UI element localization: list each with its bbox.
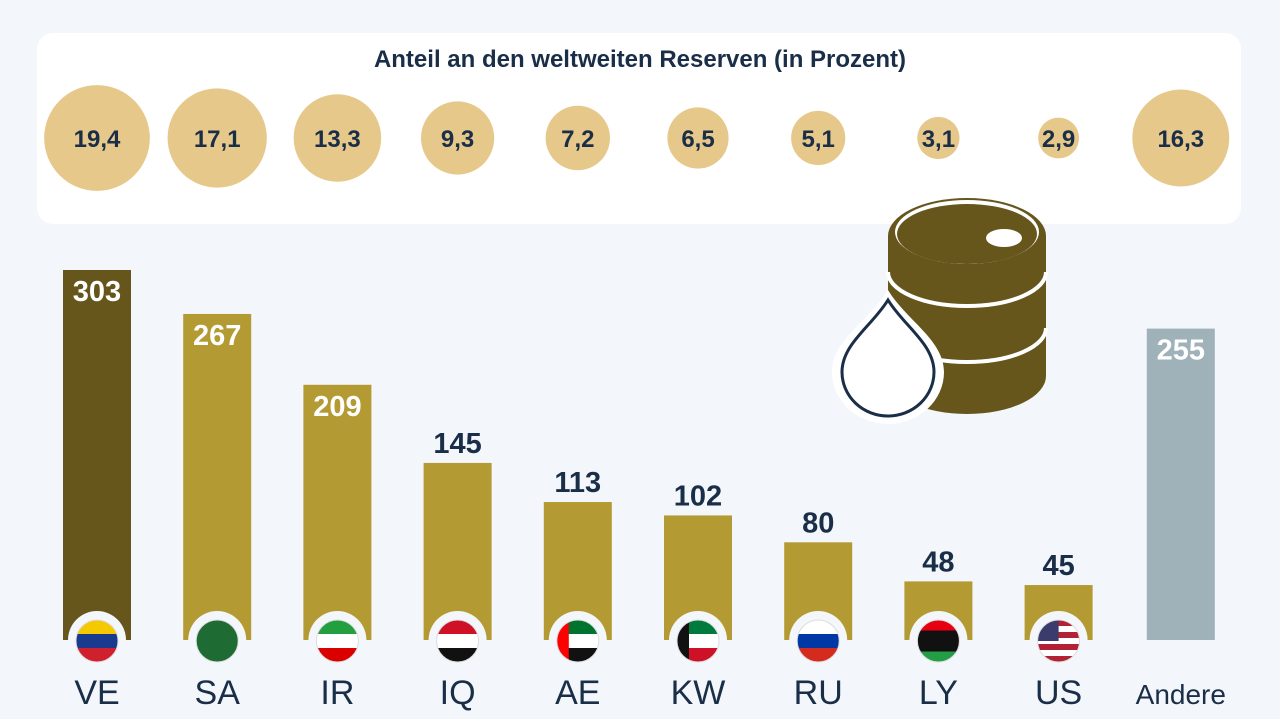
share-bubble-kw (667, 107, 729, 169)
value-label-ly: 48 (922, 546, 954, 578)
share-bubble-ly (917, 116, 960, 160)
value-label-ve: 303 (73, 276, 121, 308)
value-label-ir: 209 (313, 391, 361, 423)
category-label-andere: Andere (1136, 679, 1226, 710)
flag-sa-icon (195, 619, 239, 663)
share-bubble-iq (421, 101, 495, 175)
flag-ae-icon (556, 619, 600, 663)
share-label-iq: 9,3 (441, 126, 474, 153)
share-label-ae: 7,2 (561, 126, 594, 153)
value-label-ae: 113 (554, 467, 601, 499)
share-label-us: 2,9 (1042, 126, 1075, 153)
bar-ir (303, 384, 372, 640)
share-label-kw: 6,5 (681, 126, 714, 153)
category-label-kw: KW (671, 674, 726, 712)
category-label-ve: VE (74, 674, 119, 712)
flag-us-icon (1037, 619, 1081, 663)
share-bubble-ir (293, 94, 382, 182)
flag-kw-icon (676, 619, 720, 663)
share-label-ve: 19,4 (74, 126, 121, 153)
share-bubble-ve (44, 85, 150, 191)
value-label-ru: 80 (802, 507, 834, 539)
category-label-sa: SA (195, 674, 241, 712)
flag-ve-icon (75, 619, 119, 663)
flag-iq-icon (436, 619, 480, 663)
share-bubble-ae (545, 105, 610, 171)
share-bubble-us (1038, 117, 1080, 159)
share-bubble-andere (1132, 89, 1230, 187)
category-label-iq: IQ (440, 674, 476, 712)
share-label-andere: 16,3 (1157, 126, 1204, 153)
share-label-ru: 5,1 (802, 126, 835, 153)
category-label-us: US (1035, 674, 1082, 712)
flag-ir-icon (315, 619, 359, 663)
bar-andere (1146, 328, 1215, 640)
category-label-ly: LY (919, 674, 958, 712)
category-label-ir: IR (320, 674, 354, 712)
share-title: Anteil an den weltweiten Reserven (in Pr… (373, 46, 907, 73)
value-label-kw: 102 (674, 480, 722, 512)
bar-ve (63, 270, 131, 640)
value-label-andere: 255 (1157, 335, 1205, 367)
oil-barrel-icon (832, 198, 1048, 424)
flag-ly-icon (916, 619, 960, 663)
share-bubble-ru (791, 110, 846, 166)
share-label-ir: 13,3 (314, 126, 361, 153)
bar-iq (423, 462, 492, 640)
category-label-ae: AE (555, 674, 600, 712)
value-label-sa: 267 (193, 320, 241, 352)
bar-sa (183, 313, 252, 640)
category-label-ru: RU (794, 674, 843, 712)
flag-ru-icon (796, 619, 840, 663)
value-label-iq: 145 (433, 428, 481, 460)
value-label-us: 45 (1042, 550, 1074, 582)
share-bubble-sa (167, 88, 267, 188)
share-label-ly: 3,1 (922, 126, 955, 153)
share-label-sa: 17,1 (194, 126, 241, 153)
